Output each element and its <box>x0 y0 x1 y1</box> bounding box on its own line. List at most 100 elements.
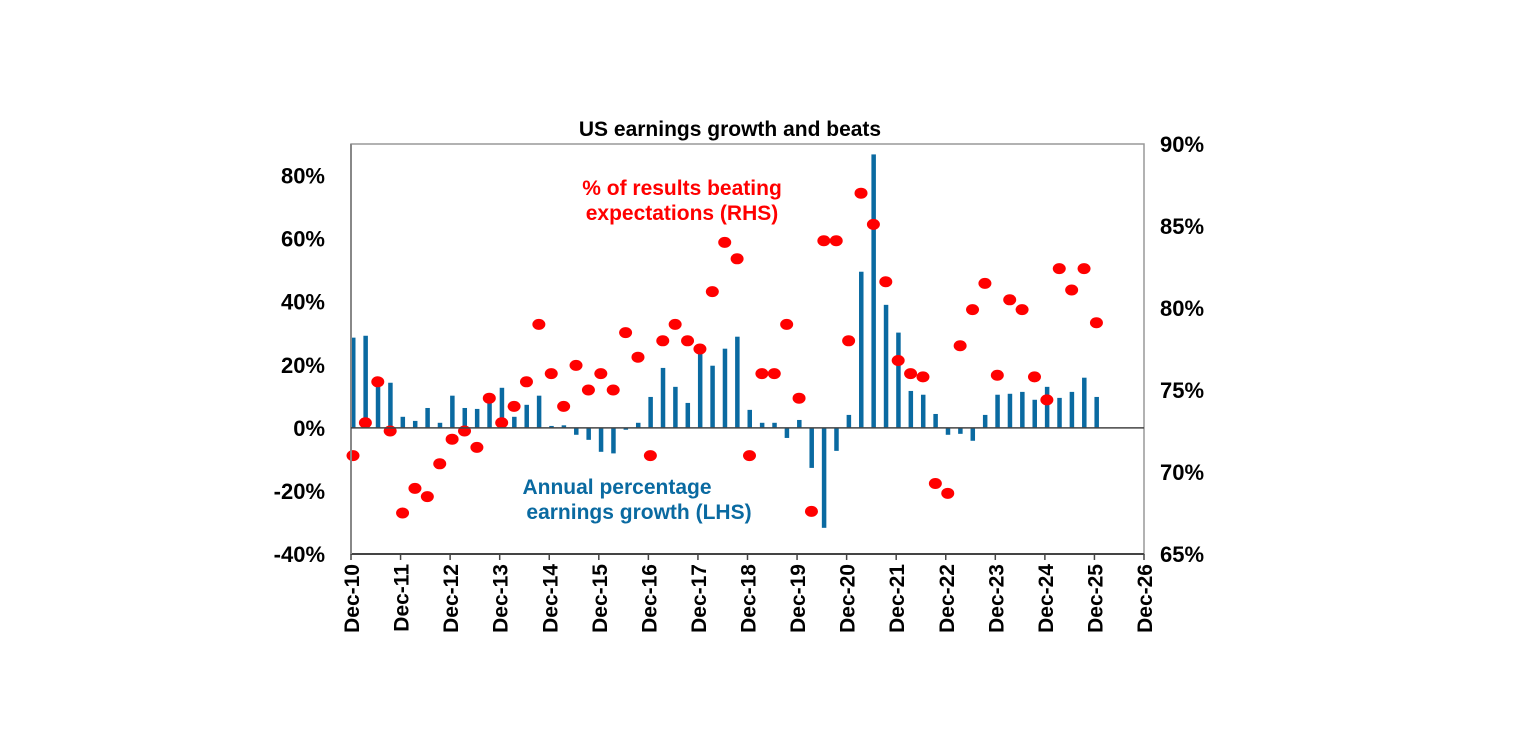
beats-dot <box>891 354 905 366</box>
annotation-growth-line2: earnings growth (LHS) <box>526 501 751 524</box>
x-tick-label: Dec-22 <box>936 564 959 633</box>
x-tick-label: Dec-18 <box>738 564 761 633</box>
x-tick-label: Dec-17 <box>688 564 711 633</box>
beats-dot <box>594 368 608 380</box>
beats-dot <box>396 507 410 519</box>
growth-bar <box>536 395 542 428</box>
x-tick-label: Dec-15 <box>589 564 612 633</box>
x-tick-label: Dec-16 <box>638 564 661 633</box>
left-tick-label: 20% <box>281 353 325 378</box>
beats-dot <box>581 384 595 396</box>
beats-dot <box>743 450 756 462</box>
growth-bar <box>450 395 455 428</box>
growth-bar <box>623 427 629 430</box>
beats-dot <box>978 277 992 289</box>
beats-dot <box>1065 284 1079 296</box>
right-tick-label: 75% <box>1160 378 1204 403</box>
growth-bar <box>685 402 691 428</box>
beats-dot <box>433 458 447 470</box>
x-tick-label: Dec-10 <box>341 564 364 633</box>
beats-dot <box>1015 304 1029 316</box>
growth-bar <box>821 427 827 528</box>
beats-dot <box>544 368 558 380</box>
growth-bar <box>883 304 889 428</box>
growth-bar <box>487 399 492 428</box>
axes: -40% -20% 0% 20% 40% 60% 80% 65% 70% 75% 80% 85% 90%… <box>274 132 1204 633</box>
beats-dot <box>804 505 818 517</box>
growth-bar <box>574 427 579 435</box>
left-tick-label: -40% <box>274 542 325 567</box>
x-tick-label: Dec-24 <box>1035 564 1058 633</box>
beats-dot <box>953 340 967 352</box>
growth-bar <box>995 394 1000 428</box>
growth-bar <box>512 416 517 428</box>
growth-bar <box>871 154 876 428</box>
growth-bar <box>598 427 604 452</box>
growth-bar <box>549 425 554 428</box>
x-tick-label: Dec-13 <box>490 564 513 633</box>
growth-bar <box>388 382 393 428</box>
growth-bar <box>908 390 914 428</box>
growth-bar <box>1082 377 1087 428</box>
growth-bar <box>970 427 976 441</box>
beats-dot <box>817 235 831 247</box>
beats-dot <box>792 392 806 404</box>
beats-dot <box>358 417 372 429</box>
growth-bar <box>846 414 852 428</box>
beats-dot <box>606 384 620 396</box>
beats-dot <box>1052 263 1066 275</box>
growth-bar <box>722 348 728 428</box>
beats-dot <box>482 392 496 404</box>
beats-dot <box>879 276 893 288</box>
growth-bar <box>1032 399 1037 428</box>
left-tick-label: 60% <box>281 227 325 252</box>
growth-bar <box>933 413 938 428</box>
growth-bar <box>809 427 814 468</box>
growth-bar <box>412 420 418 428</box>
beats-dot <box>866 218 880 230</box>
beats-dot <box>495 417 509 429</box>
x-tick-label: Dec-11 <box>391 564 414 632</box>
growth-bar <box>1044 386 1050 428</box>
beats-dot <box>519 376 533 388</box>
x-tick-label: Dec-14 <box>539 564 562 633</box>
growth-bar <box>920 394 926 428</box>
right-tick-label: 80% <box>1160 296 1204 321</box>
beats-dot <box>916 371 930 383</box>
growth-bar <box>982 414 988 428</box>
right-tick-label: 65% <box>1160 542 1204 567</box>
left-tick-label: 40% <box>281 290 325 315</box>
beats-dot <box>1077 263 1091 275</box>
growth-bar <box>1057 397 1062 428</box>
growth-bar <box>945 427 951 435</box>
beats-dot <box>966 304 980 316</box>
beats-dot <box>1003 294 1017 306</box>
beats-dot <box>928 477 942 489</box>
beats-dot <box>371 376 385 388</box>
beats-dot <box>941 487 955 499</box>
annotation-beats-line1: % of results beating <box>582 177 782 200</box>
beats-dot <box>681 335 695 347</box>
growth-bar <box>896 332 901 428</box>
beats-dot <box>767 368 781 380</box>
growth-bar <box>499 387 505 428</box>
beats-dot <box>619 327 633 339</box>
beats-dot <box>990 369 1004 381</box>
x-tick-label: Dec-12 <box>440 564 463 633</box>
beats-dot <box>1089 317 1103 329</box>
x-tick-label: Dec-19 <box>787 564 810 633</box>
growth-bar <box>697 352 703 428</box>
x-tick-label: Dec-21 <box>886 564 909 633</box>
beats-dot <box>346 450 360 462</box>
beats-dot <box>693 343 707 355</box>
beats-dot <box>507 400 521 412</box>
growth-bar <box>797 419 802 428</box>
left-tick-label: 80% <box>281 164 325 189</box>
growth-bar <box>747 409 752 428</box>
x-tick-label: Dec-25 <box>1084 564 1107 633</box>
bar-series <box>351 154 1099 528</box>
growth-bar <box>561 425 567 428</box>
growth-bar <box>1094 396 1099 428</box>
growth-bar <box>351 337 356 428</box>
